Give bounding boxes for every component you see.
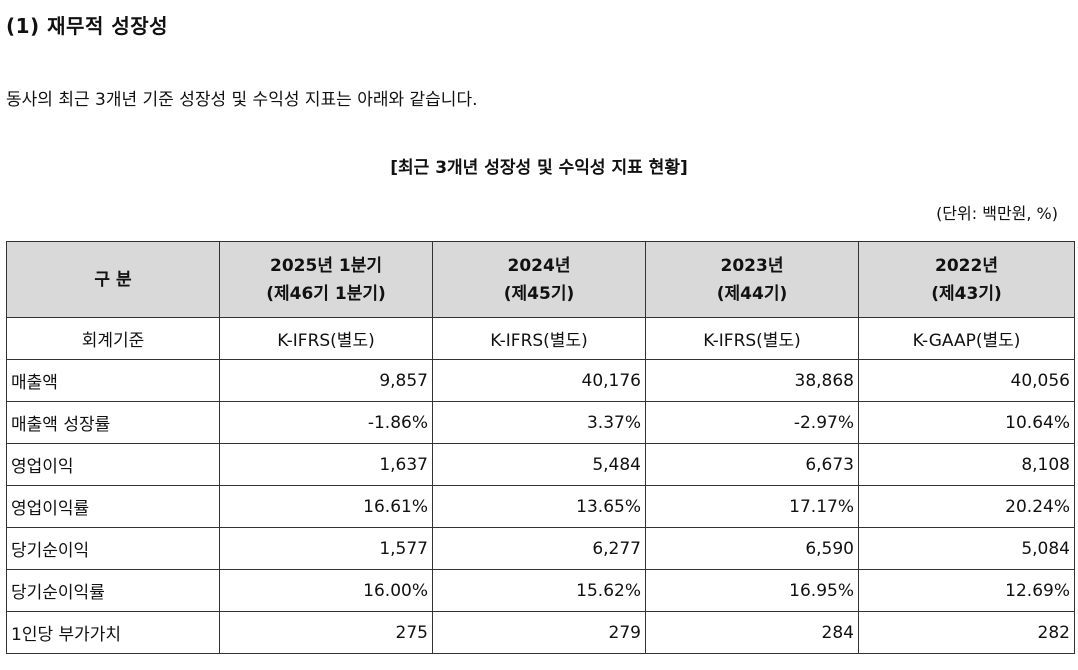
row-label: 당기순이익률 [6, 569, 220, 612]
row-label: 매출액 성장률 [6, 401, 220, 444]
table-title: [최근 3개년 성장성 및 수익성 지표 현황] [390, 158, 688, 178]
cell: 8,108 [858, 443, 1075, 486]
row-operating-margin: 영업이익률 16.61% 13.65% 17.17% 20.24% [6, 485, 1075, 528]
header-col-2023: 2023년 (제44기) [645, 241, 859, 318]
header-period: (제46기 1분기) [266, 283, 386, 304]
cell: 279 [432, 611, 646, 654]
cell: 12.69% [858, 569, 1075, 612]
cell: 16.00% [219, 569, 433, 612]
intro-text: 동사의 최근 3개년 기준 성장성 및 수익성 지표는 아래와 같습니다. [6, 90, 478, 110]
cell: -1.86% [219, 401, 433, 444]
cell: K-IFRS(별도) [219, 317, 433, 360]
cell: 5,084 [858, 527, 1075, 570]
header-period: (제43기) [931, 283, 1002, 304]
cell: K-GAAP(별도) [858, 317, 1075, 360]
row-value-added-per-capita: 1인당 부가가치 275 279 284 282 [6, 611, 1075, 654]
cell: 1,577 [219, 527, 433, 570]
cell: 10.64% [858, 401, 1075, 444]
cell: 282 [858, 611, 1075, 654]
cell: 5,484 [432, 443, 646, 486]
header-period: (제45기) [503, 283, 575, 304]
cell: -2.97% [645, 401, 859, 444]
row-label: 당기순이익 [6, 527, 220, 570]
row-revenue-growth: 매출액 성장률 -1.86% 3.37% -2.97% 10.64% [6, 401, 1075, 444]
row-label: 영업이익률 [6, 485, 220, 528]
cell: 16.61% [219, 485, 433, 528]
cell: 40,176 [432, 359, 646, 402]
section-title: (1) 재무적 성장성 [6, 14, 169, 38]
header-category: 구 분 [6, 241, 220, 318]
row-net-income: 당기순이익 1,577 6,277 6,590 5,084 [6, 527, 1075, 570]
cell: 3.37% [432, 401, 646, 444]
header-year: 2022년 [935, 255, 998, 276]
cell: 13.65% [432, 485, 646, 528]
row-accounting-standard: 회계기준 K-IFRS(별도) K-IFRS(별도) K-IFRS(별도) K-… [6, 317, 1075, 360]
header-year: 2025년 1분기 [270, 255, 382, 276]
cell: 9,857 [219, 359, 433, 402]
header-period: (제44기) [716, 283, 788, 304]
cell: 6,673 [645, 443, 859, 486]
cell: 6,277 [432, 527, 646, 570]
row-revenue: 매출액 9,857 40,176 38,868 40,056 [6, 359, 1075, 402]
cell: 6,590 [645, 527, 859, 570]
row-label: 회계기준 [6, 317, 220, 360]
cell: K-IFRS(별도) [645, 317, 859, 360]
financial-table: 구 분 2025년 1분기 (제46기 1분기) 2024년 (제45기) 2023… [6, 241, 1075, 654]
cell: 15.62% [432, 569, 646, 612]
row-operating-income: 영업이익 1,637 5,484 6,673 8,108 [6, 443, 1075, 486]
row-label: 매출액 [6, 359, 220, 402]
cell: 284 [645, 611, 859, 654]
cell: 40,056 [858, 359, 1075, 402]
header-row: 구 분 2025년 1분기 (제46기 1분기) 2024년 (제45기) 2023… [6, 241, 1075, 318]
row-label: 1인당 부가가치 [6, 611, 220, 654]
header-year: 2023년 [720, 255, 784, 276]
cell: 16.95% [645, 569, 859, 612]
cell: 20.24% [858, 485, 1075, 528]
header-col-2025q1: 2025년 1분기 (제46기 1분기) [219, 241, 433, 318]
cell: 38,868 [645, 359, 859, 402]
row-net-margin: 당기순이익률 16.00% 15.62% 16.95% 12.69% [6, 569, 1075, 612]
header-year: 2024년 [507, 255, 571, 276]
cell: 17.17% [645, 485, 859, 528]
cell: 1,637 [219, 443, 433, 486]
cell: 275 [219, 611, 433, 654]
unit-note: (단위: 백만원, %) [936, 204, 1058, 223]
cell: K-IFRS(별도) [432, 317, 646, 360]
row-label: 영업이익 [6, 443, 220, 486]
header-col-2024: 2024년 (제45기) [432, 241, 646, 318]
header-col-2022: 2022년 (제43기) [858, 241, 1075, 318]
